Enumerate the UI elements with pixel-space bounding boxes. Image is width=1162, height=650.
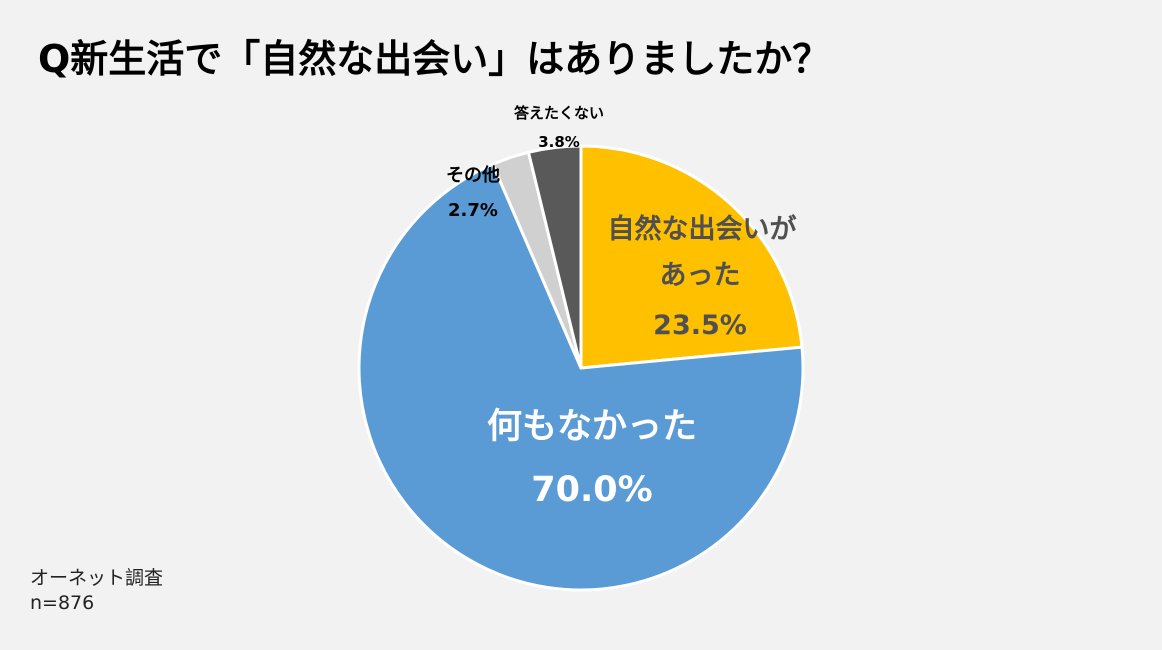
- slice-value-label: 2.7%: [448, 200, 498, 221]
- slice-label-line: 何もなかった: [487, 407, 697, 447]
- slice-value-label: 23.5%: [653, 310, 747, 341]
- pie-slice: [357, 162, 805, 592]
- pie-labels: 自然な出会いが あった 23.5% 何もなかった 70.0% その他 2.7% …: [446, 104, 797, 510]
- slice-label-line: あった: [660, 260, 741, 291]
- slice-label-line: 答えたくない: [514, 104, 604, 122]
- chart-title: Q新生活で「自然な出会い」はありましたか？: [38, 37, 831, 81]
- source-note: オーネット調査 n=876: [30, 566, 163, 616]
- source-line-survey: オーネット調査: [30, 567, 164, 589]
- slice-value-label: 70.0%: [531, 470, 652, 510]
- pie-slice: [527, 144, 583, 370]
- pie-slice: [579, 144, 804, 370]
- slice-label-line: 自然な出会いが: [608, 213, 797, 245]
- source-line-sample-size: n=876: [30, 592, 95, 614]
- slice-value-label: 3.8%: [538, 133, 580, 151]
- slice-label-line: その他: [446, 164, 500, 186]
- pie-slices: [357, 144, 805, 592]
